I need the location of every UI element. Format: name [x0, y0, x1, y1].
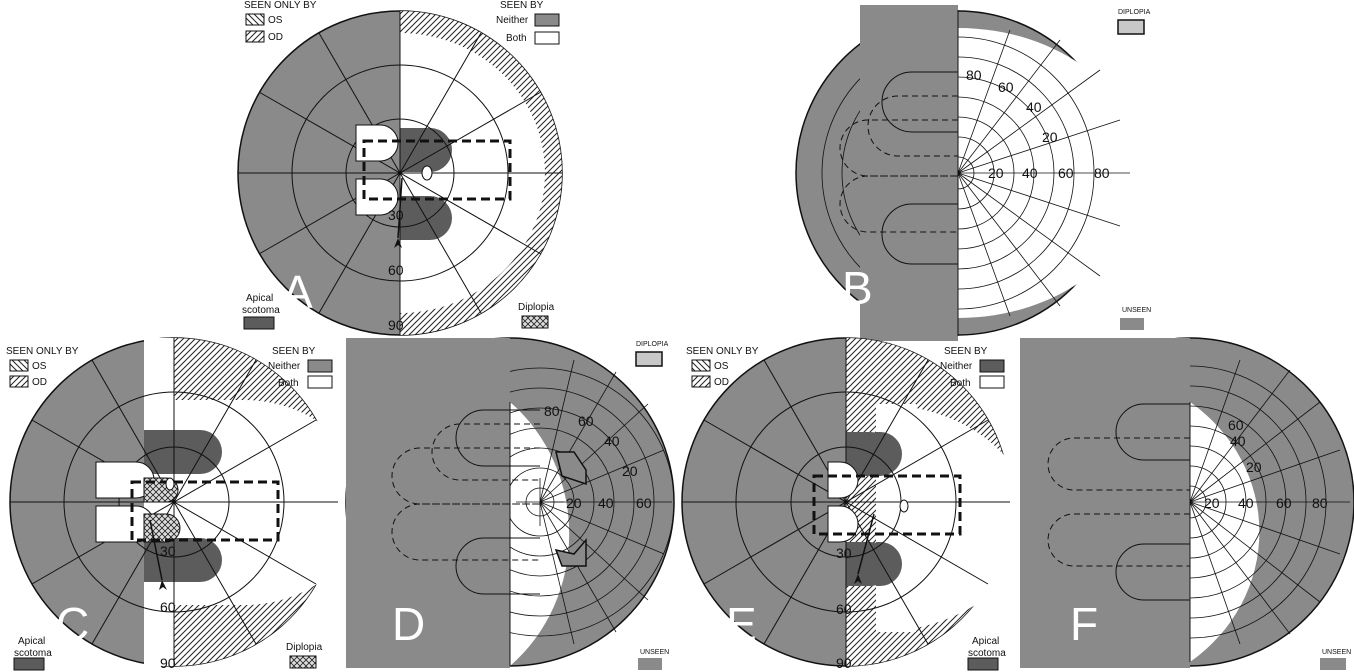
panel-e: 30 60 90 E [681, 337, 1030, 671]
svg-text:Apical: Apical [18, 636, 45, 647]
panel-letter-d: D [392, 598, 425, 650]
svg-text:40: 40 [1026, 99, 1042, 115]
svg-text:Both: Both [278, 378, 299, 389]
svg-text:OD: OD [714, 377, 729, 388]
ecc-label-60: 60 [388, 262, 404, 278]
svg-text:scotoma: scotoma [242, 305, 280, 316]
svg-text:60: 60 [636, 495, 652, 511]
panel-a: 30 60 90 A [237, 10, 563, 336]
svg-text:60: 60 [1228, 417, 1244, 433]
svg-text:20: 20 [1204, 495, 1220, 511]
legend-c: SEEN ONLY BY OS OD SEEN BY Neither Both … [6, 346, 333, 671]
legend-e: SEEN ONLY BY OS OD SEEN BY Neither Both … [686, 346, 1006, 671]
legend-d: DIPLOPIA UNSEEN [635, 341, 669, 670]
panel-letter-e: E [726, 598, 757, 650]
svg-text:20: 20 [988, 165, 1004, 181]
svg-text:80: 80 [1094, 165, 1110, 181]
svg-text:scotoma: scotoma [14, 648, 52, 659]
svg-text:40: 40 [1238, 495, 1254, 511]
ecc-label-30: 30 [388, 207, 404, 223]
legend-seen-by: SEEN BY [500, 0, 544, 11]
svg-text:20: 20 [1042, 129, 1058, 145]
svg-text:Neither: Neither [268, 361, 301, 372]
svg-text:60: 60 [836, 601, 852, 617]
legend-f: UNSEEN [1320, 649, 1351, 670]
svg-text:Apical: Apical [972, 636, 999, 647]
panel-letter-c: C [56, 598, 89, 650]
svg-text:OS: OS [32, 361, 47, 372]
svg-text:DIPLOPIA: DIPLOPIA [636, 341, 669, 348]
legend-seen-only-by: SEEN ONLY BY [244, 0, 317, 11]
panel-d: 80 60 40 20 20 40 60 D [345, 337, 675, 668]
svg-text:Neither: Neither [496, 15, 529, 26]
svg-text:80: 80 [544, 403, 560, 419]
svg-text:OD: OD [32, 377, 47, 388]
svg-text:UNSEEN: UNSEEN [1322, 649, 1351, 656]
panel-letter-b: B [842, 262, 873, 314]
svg-text:Both: Both [950, 378, 971, 389]
svg-text:UNSEEN: UNSEEN [640, 649, 669, 656]
svg-text:30: 30 [160, 543, 176, 559]
legend-a: SEEN ONLY BY OS OD SEEN BY Neither Both … [242, 0, 560, 330]
svg-text:SEEN ONLY BY: SEEN ONLY BY [686, 346, 759, 357]
svg-text:SEEN BY: SEEN BY [272, 346, 316, 357]
panel-f: 60 40 20 20 40 60 80 F [1020, 337, 1354, 668]
svg-text:20: 20 [622, 463, 638, 479]
svg-text:20: 20 [1246, 459, 1262, 475]
panel-letter-f: F [1070, 598, 1098, 650]
svg-text:Neither: Neither [940, 361, 973, 372]
svg-text:SEEN ONLY BY: SEEN ONLY BY [6, 346, 79, 357]
svg-text:60: 60 [998, 79, 1014, 95]
svg-text:Apical: Apical [246, 293, 273, 304]
svg-text:60: 60 [1058, 165, 1074, 181]
svg-text:60: 60 [578, 413, 594, 429]
legend-b: DIPLOPIA UNSEEN [1117, 9, 1151, 330]
svg-text:40: 40 [598, 495, 614, 511]
svg-text:Both: Both [506, 33, 527, 44]
svg-text:60: 60 [1276, 495, 1292, 511]
panel-c: 30 60 90 C [9, 337, 365, 671]
svg-text:SEEN BY: SEEN BY [944, 346, 988, 357]
ecc-label-90: 90 [388, 317, 404, 333]
svg-text:40: 40 [604, 433, 620, 449]
svg-text:OS: OS [714, 361, 729, 372]
svg-text:60: 60 [160, 599, 176, 615]
svg-text:Diplopia: Diplopia [286, 642, 323, 653]
svg-text:90: 90 [836, 655, 852, 671]
svg-text:UNSEEN: UNSEEN [1122, 307, 1151, 314]
svg-text:Diplopia: Diplopia [518, 302, 555, 313]
svg-text:80: 80 [966, 67, 982, 83]
svg-text:OS: OS [268, 15, 283, 26]
svg-text:40: 40 [1022, 165, 1038, 181]
svg-text:scotoma: scotoma [968, 648, 1006, 659]
svg-text:20: 20 [566, 495, 582, 511]
panel-b: 80 60 40 20 20 40 60 80 B [795, 5, 1143, 341]
svg-text:40: 40 [1230, 433, 1246, 449]
svg-text:DIPLOPIA: DIPLOPIA [1118, 9, 1151, 16]
svg-text:OD: OD [268, 32, 283, 43]
panel-letter-a: A [282, 266, 313, 318]
svg-text:90: 90 [160, 655, 176, 671]
svg-text:30: 30 [836, 545, 852, 561]
svg-text:80: 80 [1312, 495, 1328, 511]
